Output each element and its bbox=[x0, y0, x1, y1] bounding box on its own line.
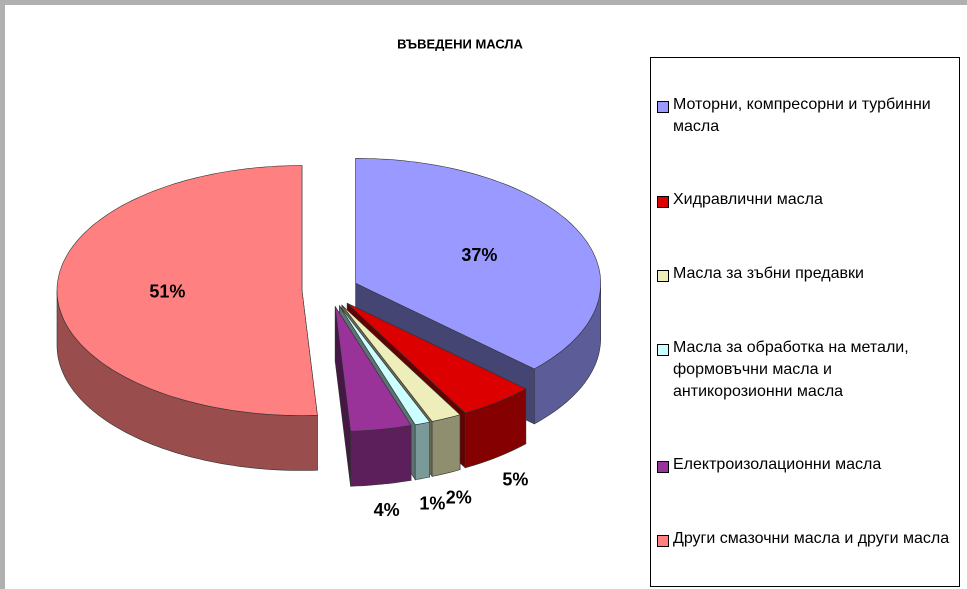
legend-entry: Други смазочни масла и други масла bbox=[657, 528, 955, 550]
legend-swatch bbox=[657, 270, 669, 283]
legend-label: Хидравлични масла bbox=[673, 191, 823, 209]
slice bbox=[341, 304, 461, 422]
legend-label: Моторни, компресорни и турбинни масла bbox=[673, 95, 931, 135]
data-label: 5% bbox=[502, 470, 528, 490]
legend-label: Масла за зъбни предавки bbox=[673, 265, 864, 283]
slice-wall bbox=[414, 421, 430, 481]
legend-entry: Електроизолационни масла bbox=[657, 454, 955, 476]
legend-entry: Хидравлични масла bbox=[657, 189, 955, 211]
data-label: 4% bbox=[374, 500, 400, 520]
chart-title: ВЪВЕДЕНИ МАСЛА bbox=[397, 36, 523, 51]
data-label: 51% bbox=[149, 281, 185, 301]
slice bbox=[346, 303, 527, 414]
slice-wall bbox=[431, 414, 461, 477]
slice bbox=[334, 306, 412, 432]
legend-entry: Масла за зъбни предавки bbox=[657, 263, 955, 285]
slice bbox=[56, 165, 318, 416]
legend-label: Други смазочни масла и други масла bbox=[673, 530, 950, 548]
data-label: 1% bbox=[419, 493, 445, 513]
slice bbox=[355, 157, 602, 370]
legend: Моторни, компресорни и турбинни масла Хид… bbox=[650, 57, 960, 587]
legend-swatch bbox=[657, 535, 669, 548]
slice bbox=[339, 305, 431, 426]
legend-swatch bbox=[657, 100, 669, 113]
legend-label: Масла за обработка на метали, формовъчни… bbox=[673, 338, 909, 400]
legend-swatch bbox=[657, 196, 669, 209]
data-label: 2% bbox=[446, 488, 472, 508]
legend-label: Електроизолационни масла bbox=[673, 456, 882, 474]
legend-entry: Масла за обработка на метали, формовъчни… bbox=[657, 337, 955, 403]
legend-swatch bbox=[657, 343, 669, 356]
pie-area: ВЪВЕДЕНИ МАСЛА 37% 5% 2%1% 4% 51% bbox=[56, 36, 602, 520]
slice-wall bbox=[350, 425, 412, 487]
legend-swatch bbox=[657, 461, 669, 474]
data-label: 37% bbox=[461, 245, 497, 265]
legend-entry: Моторни, компресорни и турбинни масла bbox=[657, 94, 955, 138]
